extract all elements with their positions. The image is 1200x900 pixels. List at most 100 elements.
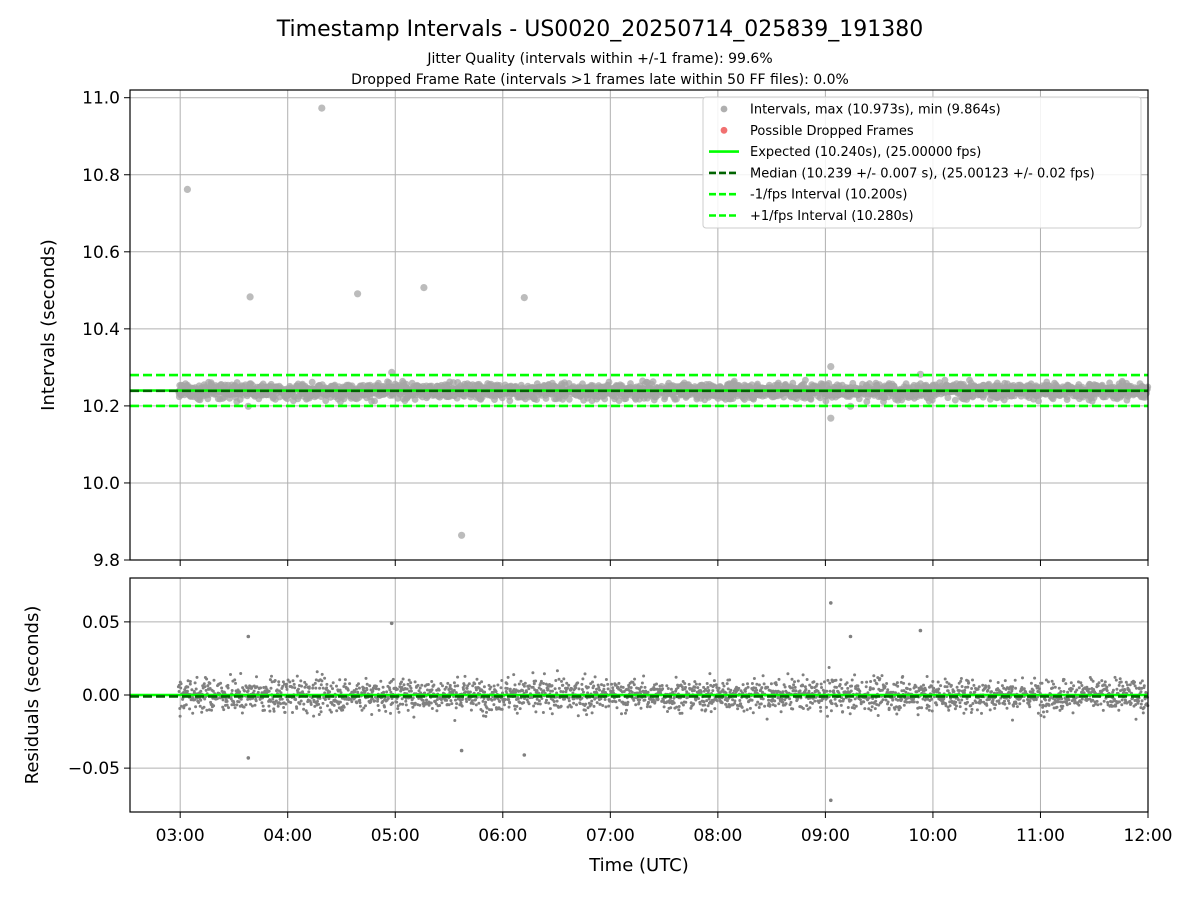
- residual-point: [302, 702, 306, 706]
- residual-point: [448, 683, 452, 687]
- residual-point: [376, 697, 380, 701]
- residual-point: [254, 699, 258, 703]
- residual-point: [545, 698, 548, 702]
- residual-point: [846, 686, 850, 690]
- residual-point: [381, 685, 385, 689]
- residual-point: [252, 689, 256, 693]
- residual-point: [639, 685, 643, 689]
- residual-point: [608, 699, 612, 703]
- residual-point: [845, 681, 849, 685]
- residual-point: [576, 714, 580, 718]
- residual-point: [427, 703, 431, 707]
- residual-point: [304, 683, 308, 687]
- residuals-points: [176, 601, 1150, 803]
- residual-point: [840, 686, 844, 690]
- residual-point: [773, 699, 777, 703]
- residual-point: [881, 698, 885, 702]
- residual-point: [426, 683, 430, 686]
- residual-point: [698, 682, 702, 686]
- residual-point: [537, 699, 541, 703]
- residual-point: [922, 683, 925, 687]
- residual-point: [733, 699, 737, 703]
- residual-point: [546, 687, 550, 691]
- residual-point: [518, 707, 522, 711]
- residual-point: [1028, 705, 1032, 709]
- residual-point: [886, 688, 890, 692]
- residual-point: [846, 706, 850, 709]
- residual-point: [808, 706, 812, 710]
- residual-point: [856, 684, 860, 688]
- residual-point: [769, 682, 773, 686]
- residual-point: [452, 681, 456, 685]
- residual-point: [757, 706, 761, 709]
- residual-point: [714, 683, 718, 687]
- residual-point: [763, 704, 767, 708]
- residual-point: [261, 704, 265, 708]
- residual-point: [707, 697, 711, 701]
- residual-point: [752, 677, 756, 680]
- residual-point: [195, 675, 199, 679]
- residual-point: [406, 708, 410, 712]
- residual-point: [316, 699, 319, 703]
- residual-point: [746, 682, 749, 686]
- residual-point: [930, 709, 934, 713]
- residual-point: [465, 686, 469, 690]
- residual-point: [703, 703, 707, 707]
- residual-point: [311, 686, 315, 690]
- residual-point: [591, 680, 594, 684]
- residual-point: [777, 677, 781, 681]
- residual-point: [1022, 687, 1026, 691]
- residual-point: [409, 689, 413, 693]
- residual-point: [780, 697, 784, 701]
- residual-point: [385, 690, 389, 694]
- residual-point: [927, 704, 931, 708]
- residual-point: [987, 686, 991, 690]
- residual-point: [954, 700, 958, 704]
- residual-point: [801, 684, 805, 688]
- residual-point: [331, 687, 334, 691]
- residual-point: [446, 681, 450, 685]
- residual-point: [985, 703, 989, 707]
- residual-point: [662, 705, 666, 709]
- residual-point: [931, 680, 935, 683]
- residual-point: [239, 697, 243, 701]
- residual-point: [512, 673, 516, 677]
- residual-point: [713, 707, 717, 711]
- residual-point: [298, 702, 302, 706]
- residual-point: [188, 707, 192, 711]
- residual-point: [801, 707, 805, 710]
- legend-possible-1-label: Possible Dropped Frames: [750, 124, 914, 139]
- residual-point: [1007, 699, 1010, 703]
- interval-outlier-point: [827, 414, 835, 422]
- residual-point: [470, 699, 474, 703]
- legend-median-3-label: Median (10.239 +/- 0.007 s), (25.00123 +…: [750, 166, 1095, 181]
- residual-point: [810, 686, 814, 690]
- residual-point: [773, 704, 777, 708]
- residual-point: [480, 680, 484, 684]
- residual-point: [508, 701, 512, 705]
- residual-point: [438, 704, 442, 707]
- residual-point: [715, 699, 719, 703]
- residual-point: [905, 700, 909, 704]
- residual-point: [974, 701, 978, 704]
- residual-point: [975, 708, 979, 712]
- residual-point: [348, 682, 352, 686]
- residual-point: [969, 691, 973, 695]
- residual-point: [625, 708, 628, 712]
- residual-point: [179, 686, 183, 690]
- residual-point: [277, 683, 281, 687]
- residual-point: [514, 690, 517, 694]
- residual-point: [389, 711, 392, 715]
- residual-point: [256, 690, 260, 694]
- interval-point: [802, 376, 809, 384]
- residual-point: [362, 686, 366, 690]
- residual-point: [294, 698, 298, 702]
- residual-point: [552, 700, 556, 703]
- residual-point: [267, 689, 271, 693]
- residual-point: [711, 689, 715, 693]
- residual-point: [290, 685, 294, 689]
- residual-point: [677, 708, 681, 712]
- residual-point: [611, 686, 615, 690]
- interval-point: [605, 378, 613, 386]
- residual-point: [547, 701, 551, 705]
